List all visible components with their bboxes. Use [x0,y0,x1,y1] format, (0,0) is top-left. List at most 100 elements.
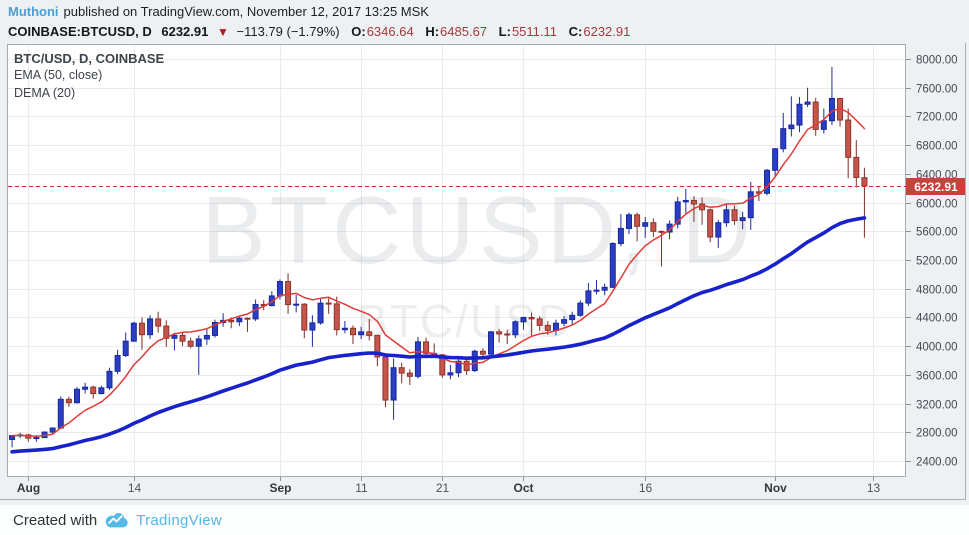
candle [812,101,819,130]
candle [569,314,576,321]
svg-text:21: 21 [436,481,450,495]
candle [642,222,649,227]
candle [788,124,795,130]
candle [593,289,600,292]
legend-dema-indicator: DEMA (20) [14,85,76,100]
candle [853,156,860,178]
candle [463,360,470,372]
svg-text:5600.00: 5600.00 [916,227,958,239]
candle [764,169,770,194]
high-label: H: [425,24,440,39]
chart-legend: BTC/USD, D, COINBASE EMA (50, close) DEM… [14,50,164,102]
ema-line [10,216,867,454]
candle [285,281,292,306]
tradingview-logo-icon[interactable] [104,512,129,528]
chart-area: 2400.00 2800.00 3200.00 3600.00 4000.00 4400.… [0,43,969,505]
candle [358,331,365,336]
candle [82,386,89,390]
candle [845,119,852,158]
candle [276,281,283,297]
candlestick-chart[interactable]: 2400.00 2800.00 3200.00 3600.00 4000.00 4400.… [0,43,969,505]
candle [163,325,170,339]
low-value: 5511.11 [511,24,558,39]
symbol-watermark: BTCUSD, D BTC/USD [201,177,750,347]
candle [471,350,478,372]
candle [496,331,503,335]
svg-text:2800.00: 2800.00 [916,428,958,440]
candle [106,370,113,389]
candle [74,388,80,404]
candle [747,191,754,219]
candle [414,341,421,377]
created-with-text: Created with [13,511,98,529]
candle [861,177,868,187]
candle [512,321,519,336]
candle [439,354,446,376]
tradingview-brand-link[interactable]: TradingView [136,511,223,529]
candle [90,386,97,395]
candle [488,331,494,355]
published-text: published on TradingView.com, November 1… [63,4,429,19]
close-value: 6232.91 [583,24,631,39]
candle [626,214,632,229]
candle [179,334,186,342]
candle [479,350,486,355]
candle [301,303,308,331]
candle [203,334,210,340]
candle [236,317,243,323]
candle [309,322,316,331]
legend-symbol: BTC/USD, D, COINBASE [14,51,165,66]
svg-text:3600.00: 3600.00 [916,371,958,383]
high-value: 6485.67 [440,24,488,39]
quote-last-price: 6232.91 [161,24,209,39]
author-link[interactable]: Muthoni [8,4,59,19]
candle [544,324,551,331]
candle [325,302,332,305]
candle [138,322,145,336]
close-label: C: [568,24,583,39]
svg-text:Aug: Aug [17,481,40,495]
candle [731,209,738,222]
candle [658,230,665,233]
candle [366,331,373,336]
candle [374,334,381,358]
candle [57,398,64,429]
candle [98,387,105,395]
candle [49,427,56,433]
candle [244,317,251,320]
candle [252,304,259,320]
candle [147,318,154,336]
symbol-name: COINBASE:BTCUSD, D [8,24,152,39]
legend-ema-indicator: EMA (50, close) [14,68,103,82]
candle [650,222,657,232]
quote-change: −113.79 (−1.79%) [236,24,340,39]
candle [707,209,714,238]
symbol-quote-bar: COINBASE:BTCUSD, D 6232.91 ▼ −113.79 (−1… [8,23,969,41]
low-label: L: [498,24,511,39]
candle [398,367,405,374]
candle [406,372,413,377]
candle [804,101,811,105]
header: Muthoni published on TradingView.com, Nov… [0,0,969,43]
candle [715,222,722,238]
open-value: 6346.64 [366,24,414,39]
time-axis: Aug 14 Sep 11 21 Oct 16 Nov 13 [17,476,880,495]
svg-text:Nov: Nov [764,481,787,495]
candle [504,333,511,336]
candle [780,128,787,150]
svg-text:8000.00: 8000.00 [916,55,958,67]
publish-info-line: Muthoni published on TradingView.com, Nov… [8,3,969,21]
candle [155,318,162,327]
candle [33,437,40,440]
svg-text:7200.00: 7200.00 [916,112,958,124]
candle [723,209,730,224]
price-axis: 2400.00 2800.00 3200.00 3600.00 4000.00 4400.… [905,55,958,469]
candle [520,316,527,323]
candle [674,201,681,225]
candle [350,327,356,336]
candle [114,355,121,372]
candle [585,290,592,304]
candle [820,120,827,130]
candle [212,321,218,336]
